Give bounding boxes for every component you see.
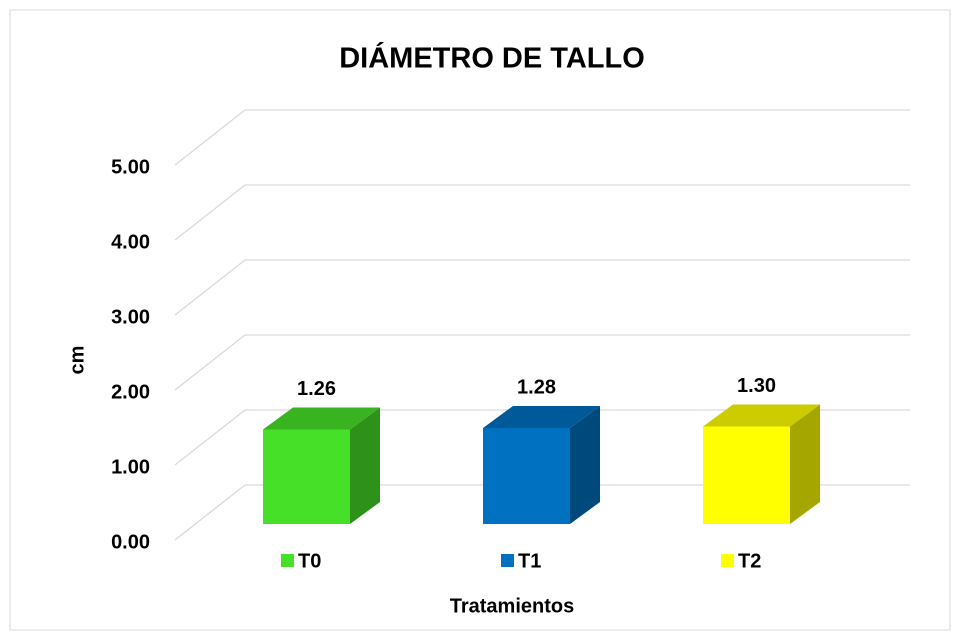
y-tick-label: 0.00: [111, 531, 150, 553]
grid-line: [174, 109, 246, 166]
grid-line: [174, 484, 246, 541]
data-label: 1.28: [517, 376, 556, 398]
grid-line: [174, 184, 246, 241]
y-tick-label: 3.00: [111, 306, 150, 328]
legend-swatch: [721, 554, 734, 567]
data-label: 1.26: [297, 378, 336, 400]
bar: [263, 429, 350, 524]
y-tick-label: 5.00: [111, 156, 150, 178]
legend-label: T0: [298, 550, 321, 572]
bar-side: [570, 406, 600, 524]
legend-swatch: [281, 554, 294, 567]
legend-label: T2: [738, 550, 761, 572]
grid-line: [174, 334, 246, 391]
bar-side: [790, 404, 820, 524]
bar-side: [350, 407, 380, 524]
chart-border: [9, 9, 951, 631]
data-label: 1.30: [737, 375, 776, 397]
legend-label: T1: [518, 550, 541, 572]
grid-line: [174, 259, 246, 316]
bar-top: [263, 407, 380, 430]
bar-top: [703, 404, 820, 427]
chart-title: DIÁMETRO DE TALLO: [339, 41, 645, 75]
y-axis-title: cm: [66, 346, 88, 375]
y-tick-label: 1.00: [111, 456, 150, 478]
bar-top: [483, 406, 600, 428]
bar: [483, 428, 570, 524]
legend-swatch: [501, 554, 514, 567]
x-axis-title: Tratamientos: [450, 595, 574, 617]
y-tick-label: 2.00: [111, 381, 150, 403]
y-tick-label: 4.00: [111, 231, 150, 253]
grid-line: [174, 409, 246, 466]
bar: [703, 426, 790, 524]
